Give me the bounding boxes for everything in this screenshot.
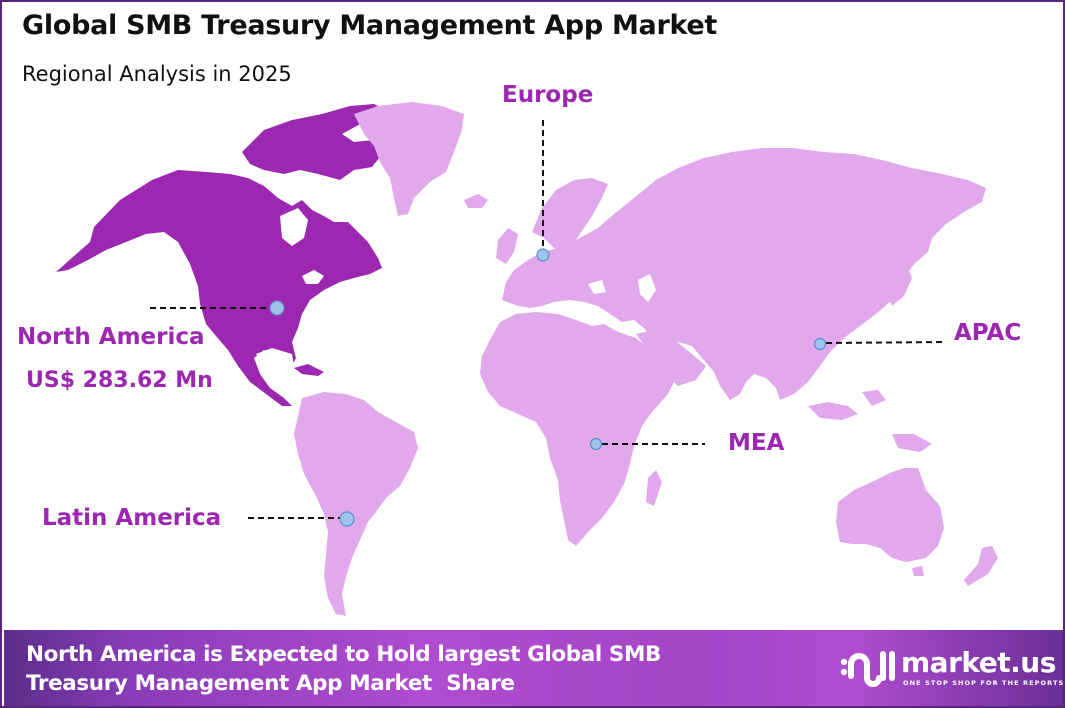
world-map — [56, 102, 998, 616]
value-north-america: US$ 283.62 Mn — [26, 368, 213, 393]
region-mea[interactable] — [480, 312, 706, 546]
logo-mark-icon — [840, 651, 895, 687]
marker-north-america — [269, 300, 285, 316]
label-latin-america: Latin America — [42, 505, 222, 531]
label-north-america: North America — [17, 324, 205, 350]
leader-line-apac — [825, 341, 947, 344]
marker-europe — [536, 248, 550, 262]
region-north-america[interactable] — [56, 104, 387, 406]
logo-wordmark: market.us — [901, 646, 1056, 679]
label-mea: MEA — [728, 430, 785, 456]
logo-tagline: ONE STOP SHOP FOR THE REPORTS — [903, 679, 1065, 687]
greenland — [354, 102, 464, 216]
market-us-logo: market.us ONE STOP SHOP FOR THE REPORTS — [839, 646, 1063, 692]
region-latin-america[interactable] — [294, 392, 418, 616]
footer-line-2: Treasury Management App Market Share — [26, 671, 515, 696]
page-subtitle: Regional Analysis in 2025 — [22, 62, 292, 86]
footer-line-1: North America is Expected to Hold larges… — [26, 642, 661, 667]
marker-mea — [589, 437, 603, 451]
region-oceania — [836, 468, 998, 586]
footer-headline: North America is Expected to Hold larges… — [26, 640, 661, 698]
footer-banner: North America is Expected to Hold larges… — [4, 630, 1063, 706]
marker-apac — [813, 337, 827, 351]
page-title: Global SMB Treasury Management App Marke… — [22, 10, 718, 41]
marker-latin-america — [339, 511, 355, 527]
label-apac: APAC — [954, 320, 1022, 346]
label-europe: Europe — [502, 82, 594, 108]
region-europe-apac[interactable] — [496, 148, 986, 452]
